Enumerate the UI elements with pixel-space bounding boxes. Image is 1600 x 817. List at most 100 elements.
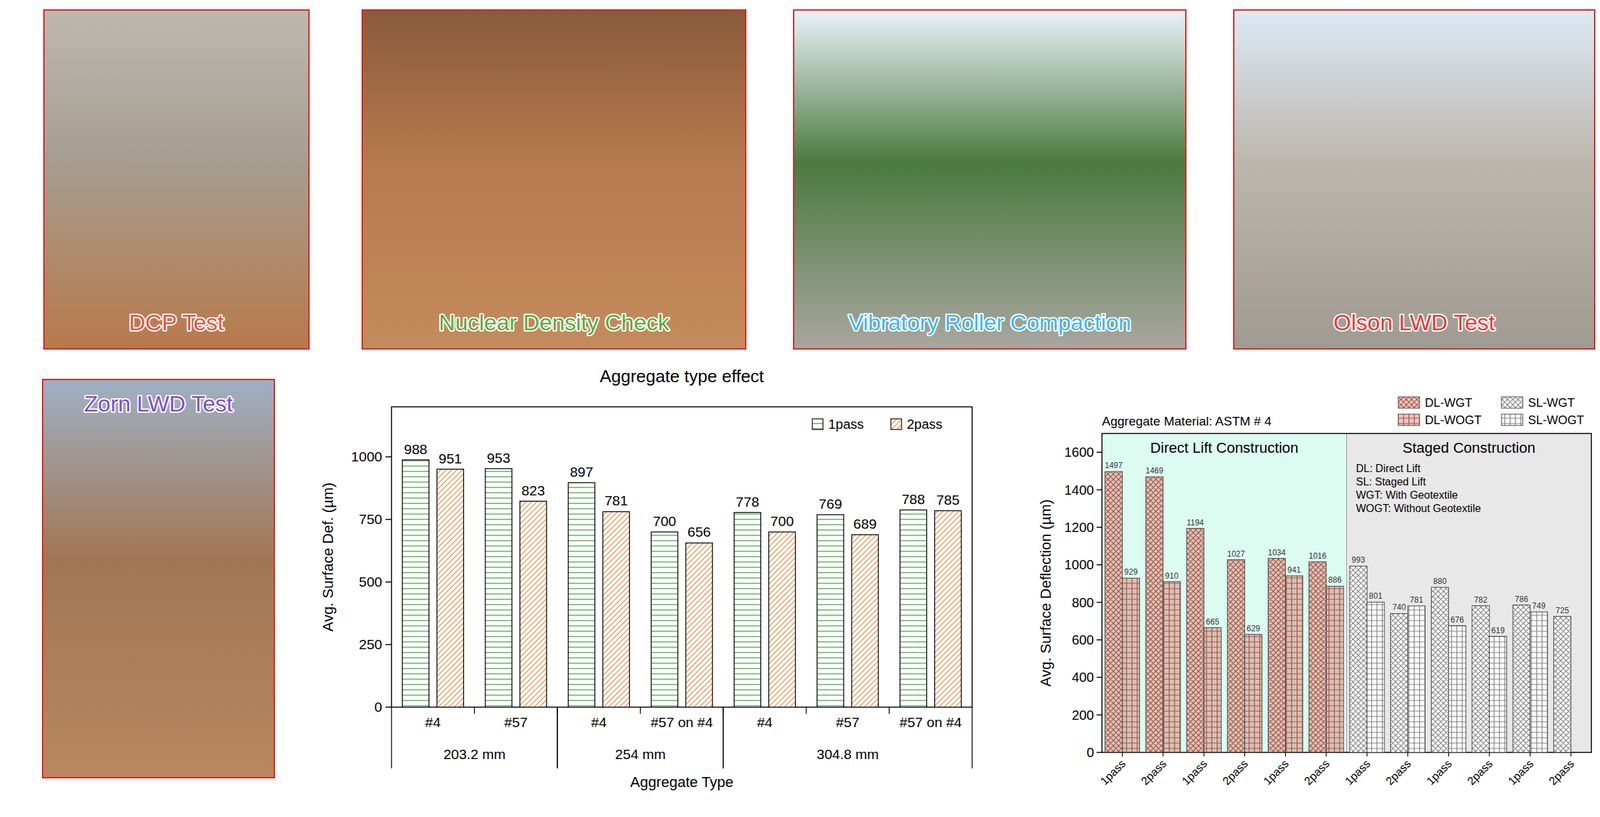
photo-caption: Nuclear Density Check bbox=[438, 309, 670, 335]
x-tick-label: 2pass bbox=[1138, 757, 1170, 788]
bar bbox=[1366, 601, 1385, 753]
y-tick bbox=[1096, 451, 1102, 453]
bar bbox=[1349, 565, 1367, 753]
x-tick bbox=[1530, 752, 1531, 757]
data-label: 781 bbox=[604, 492, 628, 509]
note: WOGT: Without Geotextile bbox=[1356, 502, 1482, 515]
data-label: 823 bbox=[521, 482, 545, 499]
group-separator bbox=[556, 707, 558, 769]
data-label: 886 bbox=[1328, 575, 1342, 585]
y-tick-label: 1200 bbox=[1064, 520, 1095, 535]
data-label: 786 bbox=[1514, 594, 1529, 604]
bar bbox=[734, 512, 762, 708]
y-tick-label: 0 bbox=[1086, 745, 1094, 760]
legend-label: 1pass bbox=[828, 416, 864, 432]
photo bbox=[793, 9, 1186, 349]
data-label: 629 bbox=[1246, 623, 1260, 634]
note: WGT: With Geotextile bbox=[1356, 489, 1459, 501]
y-axis-title: Avg. Surface Def. (µm) bbox=[319, 482, 337, 632]
y-tick bbox=[385, 456, 392, 458]
data-label: 910 bbox=[1165, 571, 1179, 581]
x-tick-label: #4 bbox=[757, 714, 774, 730]
legend-label: DL-WOGT bbox=[1424, 413, 1482, 427]
data-label: 778 bbox=[735, 494, 760, 510]
bar bbox=[1326, 585, 1344, 753]
plot-frame bbox=[1101, 433, 1592, 753]
data-label: 951 bbox=[438, 450, 463, 467]
x-tick bbox=[1366, 752, 1368, 757]
bar bbox=[1448, 625, 1467, 753]
bar bbox=[602, 511, 630, 708]
x-tick bbox=[1121, 752, 1123, 757]
bar bbox=[520, 501, 547, 708]
legend-swatch bbox=[1398, 396, 1420, 409]
data-label: 1497 bbox=[1104, 460, 1123, 471]
y-tick bbox=[385, 643, 392, 646]
x-tick-label: #4 bbox=[591, 714, 608, 730]
x-tick-label: #57 on #4 bbox=[650, 714, 714, 730]
group-separator bbox=[390, 707, 392, 769]
legend-label: DL-WGT bbox=[1424, 396, 1473, 410]
data-label: 656 bbox=[687, 524, 711, 540]
x-tick-label: 2pass bbox=[1464, 757, 1496, 788]
y-tick bbox=[1096, 751, 1102, 754]
y-tick-label: 1000 bbox=[350, 448, 383, 465]
bar bbox=[436, 469, 464, 708]
data-label: 897 bbox=[569, 464, 594, 480]
data-label: 801 bbox=[1368, 591, 1383, 601]
x-tick bbox=[639, 707, 641, 714]
photo bbox=[1233, 9, 1595, 349]
bar bbox=[651, 532, 678, 708]
legend-swatch bbox=[1501, 396, 1523, 409]
bar bbox=[1227, 559, 1245, 753]
data-label: 676 bbox=[1450, 615, 1465, 625]
photo-caption: Vibratory Roller Compaction bbox=[848, 309, 1132, 335]
legend-swatch bbox=[1398, 414, 1420, 426]
y-tick-label: 750 bbox=[358, 511, 383, 527]
data-label: 785 bbox=[936, 492, 960, 508]
data-label: 788 bbox=[901, 491, 925, 507]
bars bbox=[1105, 471, 1572, 753]
group-separator bbox=[971, 707, 973, 769]
bar bbox=[1285, 575, 1304, 753]
data-label: 1034 bbox=[1267, 547, 1286, 558]
x-tick-label: 2pass bbox=[1301, 757, 1333, 788]
data-label: 1027 bbox=[1227, 549, 1246, 559]
x-tick-label: 1pass bbox=[1342, 757, 1373, 788]
x-tick bbox=[1570, 752, 1572, 757]
section-bg bbox=[1346, 433, 1593, 753]
y-tick bbox=[385, 706, 392, 708]
bar bbox=[934, 510, 962, 708]
x-tick-label: #57 bbox=[836, 714, 860, 730]
section-title: Staged Construction bbox=[1402, 439, 1536, 457]
bar bbox=[769, 532, 796, 708]
x-tick bbox=[1203, 752, 1205, 757]
x-tick-label: 1pass bbox=[1097, 757, 1129, 788]
bar bbox=[851, 534, 879, 708]
bar bbox=[1163, 581, 1181, 753]
legend-swatch bbox=[890, 418, 902, 430]
data-label: 929 bbox=[1124, 567, 1138, 577]
group-label: 254 mm bbox=[615, 746, 666, 762]
y-axis-title: Avg. Surface Deflection (µm) bbox=[1037, 499, 1055, 687]
x-tick bbox=[888, 707, 890, 714]
y-tick-label: 800 bbox=[1071, 595, 1094, 610]
x-tick bbox=[474, 707, 475, 714]
x-axis-title: Aggregate Type bbox=[630, 773, 734, 791]
data-label: 993 bbox=[1351, 555, 1365, 565]
photo-caption: Zorn LWD Test bbox=[83, 390, 234, 417]
legend-label: SL-WGT bbox=[1528, 396, 1575, 410]
y-tick bbox=[1096, 489, 1102, 491]
bar bbox=[1105, 471, 1123, 753]
y-tick-label: 200 bbox=[1071, 707, 1094, 723]
x-tick bbox=[1162, 752, 1164, 757]
bar bbox=[1472, 605, 1490, 753]
bar bbox=[1431, 587, 1449, 753]
y-tick bbox=[1096, 677, 1102, 679]
x-tick bbox=[805, 707, 807, 714]
bar bbox=[1268, 558, 1286, 753]
note: DL: Direct Lift bbox=[1356, 462, 1421, 475]
bar bbox=[1407, 605, 1425, 753]
data-label: 749 bbox=[1532, 601, 1546, 611]
y-tick-label: 400 bbox=[1071, 669, 1094, 685]
